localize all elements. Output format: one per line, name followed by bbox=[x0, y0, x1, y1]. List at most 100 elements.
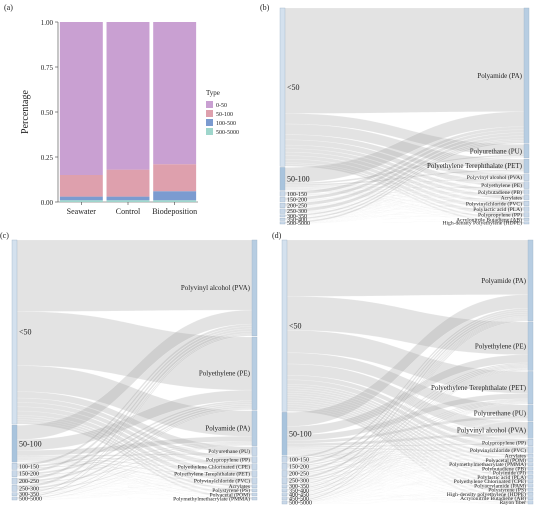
left-node-label: 150-200 bbox=[289, 464, 309, 470]
panel-b-sankey: (b) <50 50-100 100-150 150-200 200-250 250-300… bbox=[258, 0, 539, 228]
right-node-label: Polyvinyl alcohol (PVA) bbox=[467, 174, 522, 181]
flow-link bbox=[16, 239, 253, 312]
left-node-label: 500-5000 bbox=[287, 221, 310, 227]
right-node-label: Polyamide (PA) bbox=[205, 425, 250, 433]
right-node bbox=[251, 484, 258, 488]
y-tick-label: 0.75 bbox=[41, 64, 54, 72]
left-node bbox=[281, 492, 288, 497]
right-node bbox=[523, 195, 530, 201]
left-node bbox=[279, 202, 286, 208]
right-node bbox=[527, 483, 534, 488]
left-node bbox=[281, 470, 288, 477]
x-tick-label: Seawater bbox=[67, 207, 97, 216]
right-node-label: Polybutadiene (PB) bbox=[478, 189, 522, 196]
right-node-label: Polyvinylchloride (PVC) bbox=[470, 447, 526, 454]
x-tick-label: Control bbox=[116, 207, 141, 216]
left-node-label: 150-200 bbox=[19, 472, 39, 478]
left-node-label: 100-150 bbox=[289, 457, 309, 463]
left-node-label: 100-150 bbox=[287, 192, 307, 198]
right-node bbox=[523, 212, 530, 218]
right-node bbox=[251, 477, 258, 484]
right-node bbox=[523, 200, 530, 206]
left-node bbox=[281, 463, 288, 470]
bar-segment-0-50 bbox=[153, 22, 197, 165]
bar-segment-100-500 bbox=[153, 191, 197, 201]
bar-segment-100-500 bbox=[59, 196, 103, 201]
right-node-label: Polypropylene (PP) bbox=[206, 457, 250, 464]
left-node bbox=[11, 470, 18, 477]
left-node-label: 50-100 bbox=[287, 175, 310, 184]
panel-label: (c) bbox=[0, 231, 9, 240]
panel-d-sankey: (d) <50 50-100 100-150 150-200 200-250 250-300… bbox=[270, 228, 539, 512]
panel-a-stacked-bar-chart: (a) 0.00 0.25 0.50 0.75 1.00 Percentage Seawate… bbox=[0, 0, 258, 228]
right-node-label: Polyurethane (PU) bbox=[474, 409, 527, 417]
right-node-label: Polyamide (PA) bbox=[481, 277, 526, 285]
right-node-label: Polypropylene (PP) bbox=[482, 439, 526, 446]
right-node bbox=[251, 488, 258, 492]
right-node-label: Polyvinylchloride (PVC) bbox=[466, 200, 522, 207]
right-node-label: Polyethylene Chlorinated (CPE) bbox=[454, 478, 527, 485]
right-node bbox=[527, 446, 534, 454]
left-node bbox=[279, 214, 286, 218]
legend-label: 500-5000 bbox=[216, 130, 239, 136]
right-node-label: Polyethylene Terephthalate (PET) bbox=[431, 384, 527, 392]
left-node bbox=[281, 488, 288, 493]
right-node-label: Acrylates bbox=[501, 196, 522, 202]
right-node bbox=[523, 144, 530, 159]
right-node bbox=[523, 206, 530, 212]
bar-segment-0-50 bbox=[106, 22, 150, 170]
right-node bbox=[527, 453, 534, 458]
left-node bbox=[281, 412, 288, 456]
left-node-label: 300-350 bbox=[19, 492, 39, 498]
left-node bbox=[281, 496, 288, 501]
legend-title: Type bbox=[206, 89, 220, 97]
flow-link bbox=[286, 239, 529, 297]
left-node bbox=[11, 496, 18, 501]
right-node bbox=[527, 466, 534, 471]
y-tick-label: 1.00 bbox=[41, 19, 54, 27]
left-node-label: <50 bbox=[289, 321, 302, 330]
left-node bbox=[11, 425, 18, 463]
flows bbox=[286, 239, 529, 505]
left-node-label: 100-150 bbox=[19, 464, 39, 470]
panel-label: (d) bbox=[272, 231, 282, 240]
bar-segment-50-100 bbox=[106, 169, 150, 197]
bar-segment-500-5000 bbox=[59, 200, 103, 202]
right-node bbox=[527, 496, 534, 500]
legend-swatch bbox=[206, 119, 213, 126]
bar-segment-100-500 bbox=[106, 196, 150, 201]
right-node-label: Polyimide (PI) bbox=[493, 470, 526, 477]
right-node-label: Polyethylene (PE) bbox=[481, 182, 522, 189]
right-node bbox=[527, 371, 534, 405]
left-node bbox=[281, 484, 288, 488]
right-node-label: Polyethylene Terephthalate (PET) bbox=[427, 162, 523, 170]
left-node bbox=[281, 456, 288, 463]
right-node bbox=[527, 462, 534, 467]
right-node-label: Polyethylene (PE) bbox=[475, 343, 527, 351]
bar-segment-500-5000 bbox=[106, 200, 150, 202]
left-node-label: 200-250 bbox=[287, 203, 307, 209]
right-node-label: Polystyrene (PS) bbox=[212, 487, 250, 494]
right-node bbox=[251, 496, 258, 501]
right-node bbox=[523, 7, 530, 144]
left-node bbox=[281, 239, 288, 412]
y-axis-label: Percentage bbox=[20, 90, 31, 134]
right-node-label: Acrylates bbox=[229, 484, 250, 490]
right-node-label: Polyurethane (PU) bbox=[470, 147, 523, 155]
right-node bbox=[251, 239, 258, 337]
left-node-label: <50 bbox=[19, 328, 32, 337]
y-tick-label: 0.00 bbox=[41, 199, 54, 207]
right-node bbox=[523, 221, 530, 225]
right-node bbox=[527, 470, 534, 475]
right-node-label: Polypropylene (PP) bbox=[478, 212, 522, 219]
left-node bbox=[279, 208, 286, 214]
right-node-label: Polyethylene Terephthalate (PET) bbox=[174, 471, 250, 478]
left-node bbox=[11, 477, 18, 485]
sankey-diagram-c: (c) <50 50-100 100-150 150-200200-250250-300… bbox=[0, 231, 258, 502]
right-node-label: Polyurethane (PU) bbox=[208, 448, 250, 455]
right-node-label: Polyvinylchloride (PVC) bbox=[194, 478, 250, 485]
right-node-label: High-density Polyethylene (HDPE) bbox=[442, 220, 522, 227]
left-node bbox=[11, 492, 18, 496]
left-node-label: 300-350 bbox=[289, 484, 309, 490]
right-node bbox=[523, 218, 530, 221]
